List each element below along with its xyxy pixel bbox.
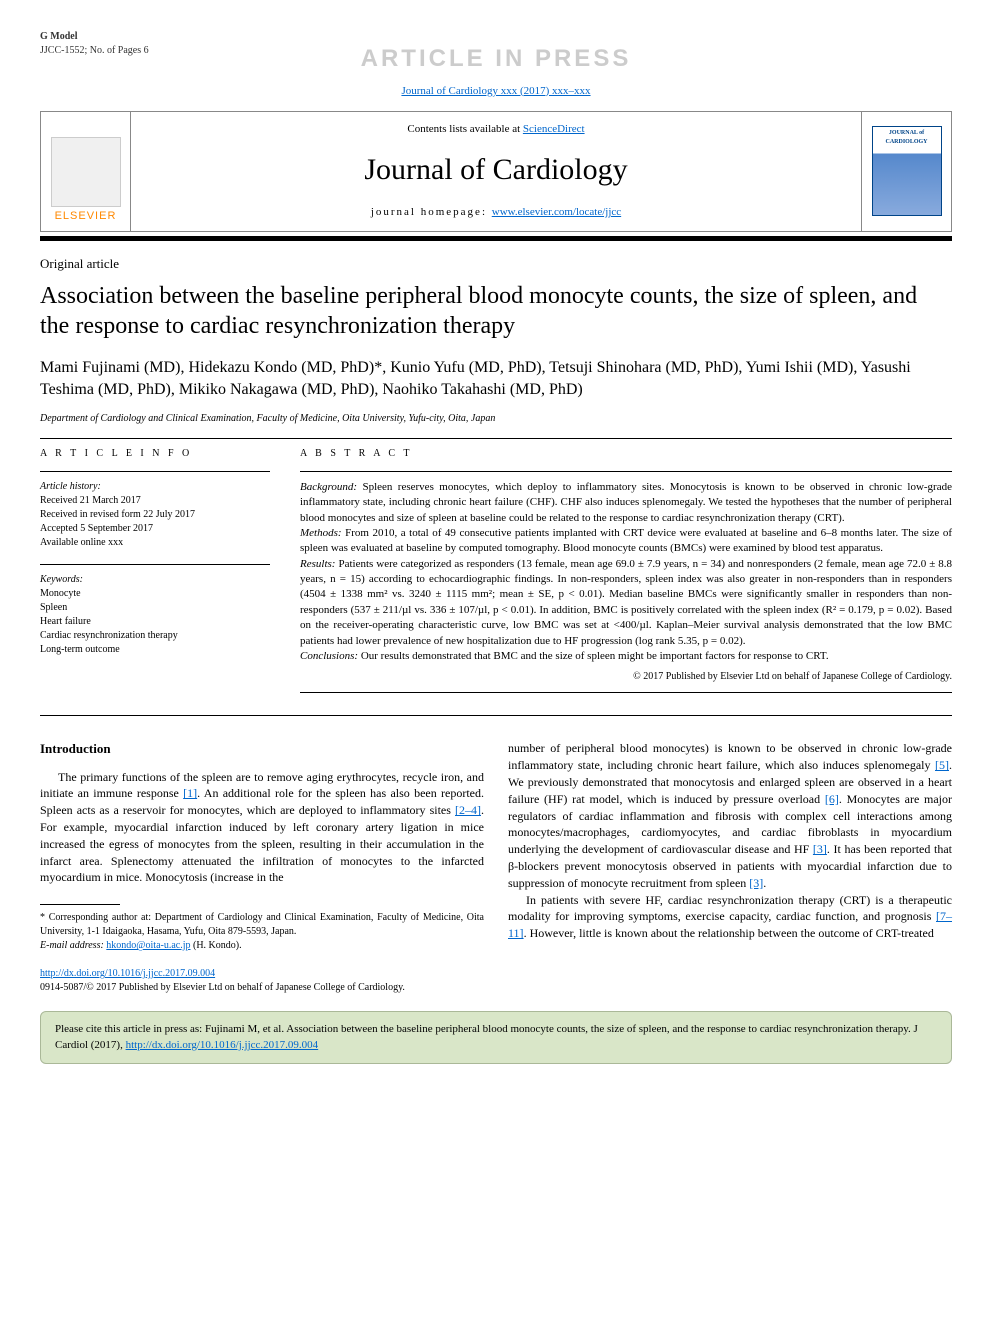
keywords-label: Keywords: [40,573,270,587]
right-para-1: number of peripheral blood monocytes) is… [508,740,952,891]
abstract-methods-label: Methods: [300,527,345,539]
ref-link-2-4[interactable]: [2–4] [455,803,481,817]
abstract-conc: Our results demonstrated that BMC and th… [361,650,829,662]
doi-block: http://dx.doi.org/10.1016/j.jjcc.2017.09… [40,967,952,995]
article-title: Association between the baseline periphe… [40,281,952,341]
journal-name: Journal of Cardiology [151,149,841,191]
abstract-methods: From 2010, a total of 49 consecutive pat… [300,527,952,554]
thick-divider [40,236,952,241]
keyword: Long-term outcome [40,643,270,657]
g-model-label: G Model [40,31,78,42]
homepage-link[interactable]: www.elsevier.com/locate/jjcc [492,206,621,218]
article-type: Original article [40,255,952,273]
abstract-heading: A B S T R A C T [300,447,952,461]
intro-paragraph: The primary functions of the spleen are … [40,769,484,887]
keyword: Monocyte [40,587,270,601]
footnote-separator [40,904,120,905]
header-center: Contents lists available at ScienceDirec… [131,112,861,231]
history-accepted: Accepted 5 September 2017 [40,522,270,536]
history-label: Article history: [40,480,270,494]
ref-link-6[interactable]: [6] [825,792,839,806]
authors-list: Mami Fujinami (MD), Hidekazu Kondo (MD, … [40,357,952,402]
history-revised: Received in revised form 22 July 2017 [40,508,270,522]
doi-link[interactable]: http://dx.doi.org/10.1016/j.jjcc.2017.09… [40,968,215,979]
email-label: E-mail address: [40,940,106,951]
ref-link-5[interactable]: [5] [935,758,949,772]
ref-link-3a[interactable]: [3] [813,842,827,856]
keyword: Spleen [40,601,270,615]
divider [300,471,952,472]
article-in-press-banner: ARTICLE IN PRESS [40,42,952,76]
g-model-ref: JJCC-1552; No. of Pages 6 [40,45,149,56]
divider [300,692,952,693]
keyword: Cardiac resynchronization therapy [40,629,270,643]
contents-prefix: Contents lists available at [407,123,522,135]
journal-ref-link[interactable]: Journal of Cardiology xxx (2017) xxx–xxx [401,85,590,97]
history-received: Received 21 March 2017 [40,494,270,508]
sciencedirect-link[interactable]: ScienceDirect [523,123,585,135]
keywords-block: Keywords: Monocyte Spleen Heart failure … [40,573,270,657]
abstract-results: Patients were categorized as responders … [300,558,952,647]
divider [40,564,270,565]
section-divider [40,715,952,716]
abstract-text: Background: Spleen reserves monocytes, w… [300,480,952,665]
divider [40,471,270,472]
article-info-column: A R T I C L E I N F O Article history: R… [40,447,270,702]
email-footnote: E-mail address: hkondo@oita-u.ac.jp (H. … [40,939,484,953]
article-history: Article history: Received 21 March 2017 … [40,480,270,550]
ref-link-7-11[interactable]: [7–11] [508,909,952,940]
abstract-results-label: Results: [300,558,338,570]
homepage-line: journal homepage: www.elsevier.com/locat… [151,205,841,220]
journal-header-box: ELSEVIER Contents lists available at Sci… [40,111,952,232]
elsevier-tree-icon [51,137,121,207]
intro-heading: Introduction [40,740,484,758]
homepage-prefix: journal homepage: [371,206,492,218]
article-info-heading: A R T I C L E I N F O [40,447,270,461]
email-link[interactable]: hkondo@oita-u.ac.jp [106,940,190,951]
affiliation: Department of Cardiology and Clinical Ex… [40,412,952,426]
corresponding-footnote: * Corresponding author at: Department of… [40,911,484,939]
elsevier-wordmark: ELSEVIER [55,209,117,224]
divider [40,438,952,439]
contents-line: Contents lists available at ScienceDirec… [151,122,841,137]
journal-cover-thumbnail: JOURNAL of CARDIOLOGY [872,126,942,216]
abstract-column: A B S T R A C T Background: Spleen reser… [300,447,952,702]
abstract-copyright: © 2017 Published by Elsevier Ltd on beha… [300,670,952,684]
abstract-conc-label: Conclusions: [300,650,361,662]
elsevier-logo-block: ELSEVIER [41,112,131,231]
info-abstract-row: A R T I C L E I N F O Article history: R… [40,447,952,702]
history-online: Available online xxx [40,536,270,550]
right-para-2: In patients with severe HF, cardiac resy… [508,892,952,942]
ref-link-3b[interactable]: [3] [749,876,763,890]
ref-link-1[interactable]: [1] [183,786,197,800]
journal-cover-block: JOURNAL of CARDIOLOGY [861,112,951,231]
cite-doi-link[interactable]: http://dx.doi.org/10.1016/j.jjcc.2017.09… [126,1039,319,1051]
left-column: Introduction The primary functions of th… [40,740,484,953]
right-column: number of peripheral blood monocytes) is… [508,740,952,953]
issn-line: 0914-5087/© 2017 Published by Elsevier L… [40,982,405,993]
abstract-bg: Spleen reserves monocytes, which deploy … [300,481,952,524]
body-columns: Introduction The primary functions of th… [40,740,952,953]
keyword: Heart failure [40,615,270,629]
cover-title: JOURNAL of CARDIOLOGY [873,127,941,148]
abstract-bg-label: Background: [300,481,362,493]
email-attribution: (H. Kondo). [191,940,242,951]
cite-box: Please cite this article in press as: Fu… [40,1011,952,1064]
journal-reference[interactable]: Journal of Cardiology xxx (2017) xxx–xxx [40,84,952,99]
